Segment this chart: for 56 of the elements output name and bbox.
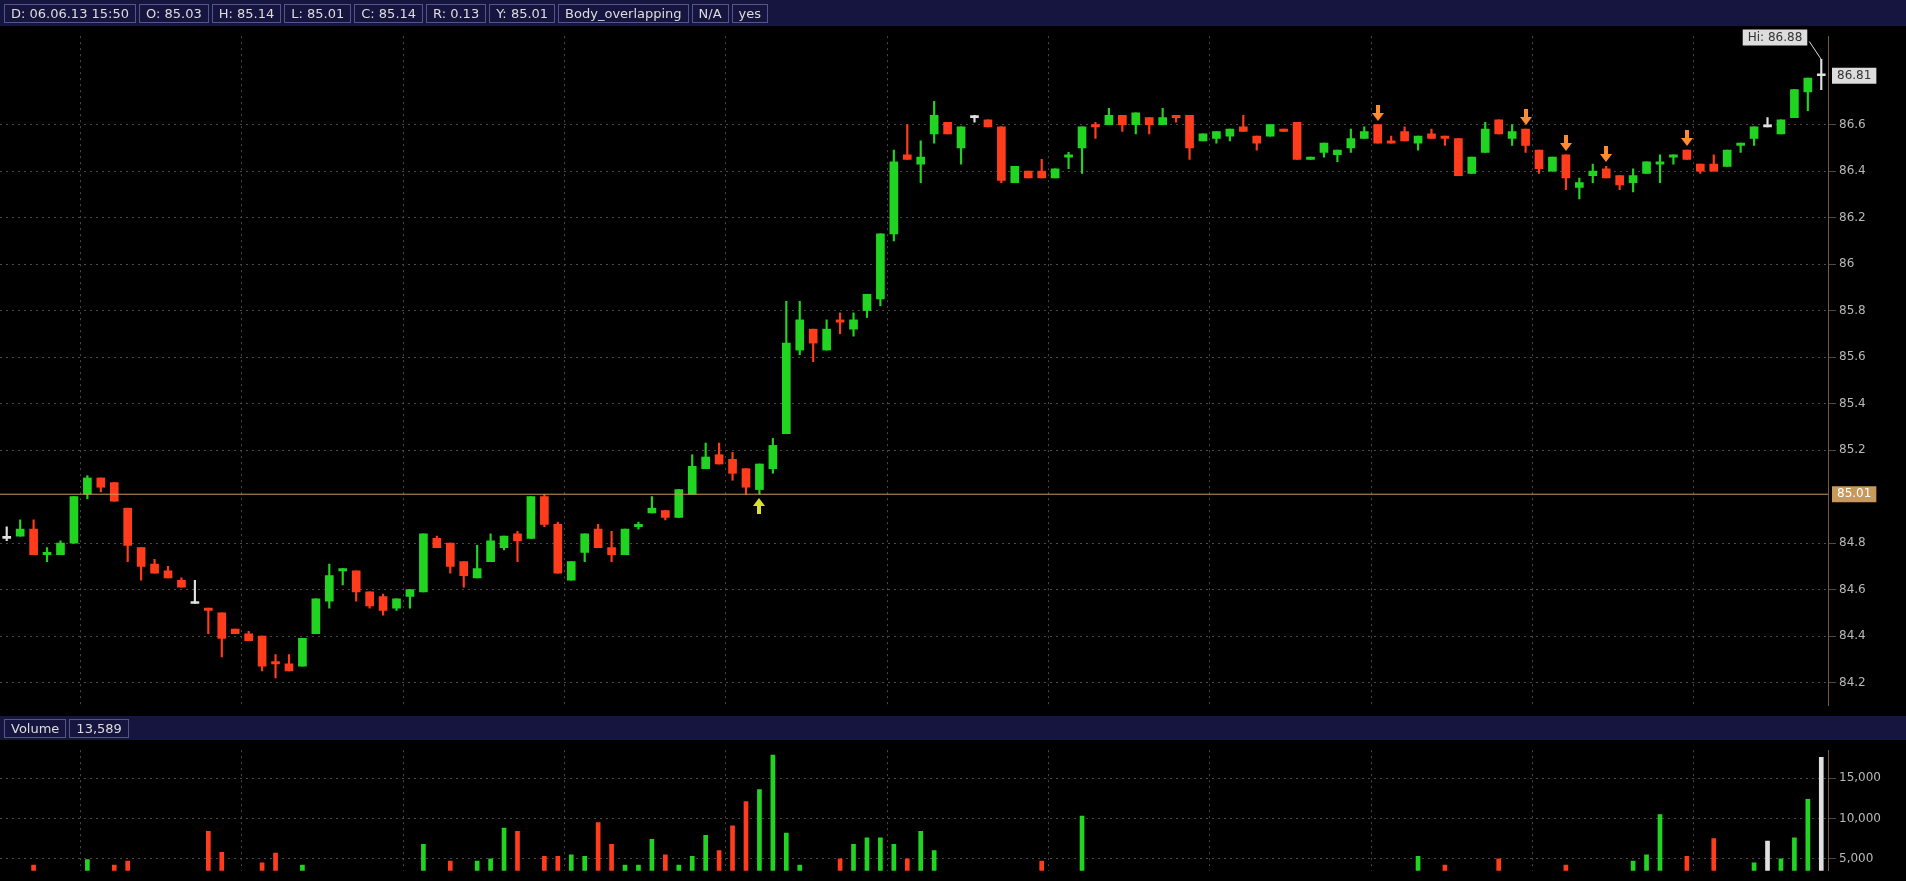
text: C: 85.14 bbox=[354, 3, 424, 23]
candlestick bbox=[1373, 124, 1383, 144]
candlestick bbox=[311, 598, 321, 635]
y-tick-label: 10,000 bbox=[1839, 810, 1881, 825]
candlestick bbox=[109, 482, 119, 502]
y-tick-label: 84.8 bbox=[1839, 535, 1866, 550]
candlestick bbox=[566, 561, 576, 581]
text: R: 0.13 bbox=[426, 3, 487, 23]
annotation: Hi: 86.88 bbox=[1747, 29, 1803, 44]
candlestick bbox=[1467, 156, 1477, 174]
y-tick-label: 5,000 bbox=[1839, 850, 1874, 865]
text: N/A bbox=[691, 3, 729, 23]
chart-title: Volume bbox=[4, 718, 67, 738]
candlestick bbox=[69, 496, 79, 544]
candlestick bbox=[1722, 149, 1732, 167]
y-tick-label: 86 bbox=[1839, 256, 1855, 271]
candlestick bbox=[526, 496, 536, 539]
y-tick-label: 85.4 bbox=[1839, 395, 1866, 410]
candlestick bbox=[1050, 168, 1060, 179]
y-tick-label: 84.2 bbox=[1839, 674, 1866, 689]
candlestick bbox=[230, 628, 240, 635]
text: O: 85.03 bbox=[139, 3, 209, 23]
candlestick bbox=[1292, 121, 1302, 160]
y-tick-label: 85.6 bbox=[1839, 349, 1866, 364]
y-tick-label: 86.4 bbox=[1839, 163, 1866, 178]
y-tick-label: 84.6 bbox=[1839, 581, 1866, 596]
text: 13,589 bbox=[69, 718, 129, 738]
y-tick-label: 85.2 bbox=[1839, 442, 1866, 457]
candlestick bbox=[1642, 161, 1651, 174]
candlestick bbox=[1682, 149, 1692, 160]
y-tick-label: 15,000 bbox=[1839, 770, 1881, 785]
candlestick bbox=[298, 638, 307, 667]
candlestick bbox=[1279, 128, 1288, 132]
text: 86.81 bbox=[1837, 67, 1872, 82]
text: H: 85.14 bbox=[211, 3, 282, 23]
candlestick bbox=[902, 124, 912, 160]
y-tick-label: 86.6 bbox=[1839, 116, 1866, 131]
candlestick bbox=[1548, 156, 1557, 172]
candlestick bbox=[419, 533, 428, 593]
y-tick-label: 86.2 bbox=[1839, 209, 1866, 224]
candlestick bbox=[674, 489, 684, 518]
candlestick bbox=[1010, 166, 1020, 184]
text: Body_overlapping bbox=[558, 3, 689, 23]
text: L: 85.01 bbox=[284, 3, 352, 23]
candlestick bbox=[1790, 89, 1799, 118]
candlestick bbox=[620, 528, 630, 556]
text: D: 06.06.13 15:50 bbox=[4, 3, 137, 23]
y-tick-label: 84.4 bbox=[1839, 628, 1866, 643]
candlestick bbox=[1454, 138, 1463, 177]
y-tick-label: 85.8 bbox=[1839, 302, 1866, 317]
candlestick bbox=[2, 526, 12, 542]
candlestick bbox=[1265, 124, 1275, 137]
candlestick bbox=[1306, 156, 1315, 160]
text: Y: 85.01 bbox=[489, 3, 556, 23]
ref-line-label: 85.01 bbox=[1837, 486, 1872, 501]
text: yes bbox=[731, 3, 769, 23]
